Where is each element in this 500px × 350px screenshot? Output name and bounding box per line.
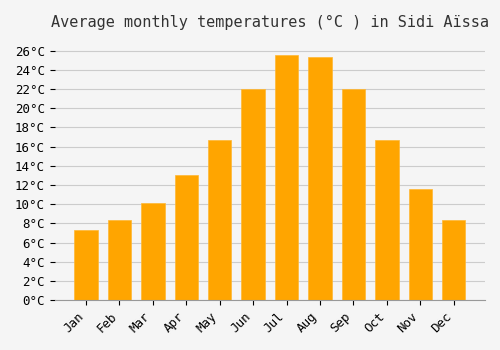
- Bar: [308, 57, 332, 300]
- Bar: [275, 55, 298, 300]
- Bar: [141, 203, 165, 300]
- Bar: [174, 175, 198, 300]
- Bar: [442, 220, 466, 300]
- Bar: [108, 220, 131, 300]
- Bar: [208, 140, 232, 300]
- Bar: [74, 230, 98, 300]
- Bar: [375, 140, 398, 300]
- Bar: [242, 89, 265, 300]
- Bar: [408, 189, 432, 300]
- Bar: [342, 89, 365, 300]
- Title: Average monthly temperatures (°C ) in Sidi Aïssa: Average monthly temperatures (°C ) in Si…: [51, 15, 489, 30]
